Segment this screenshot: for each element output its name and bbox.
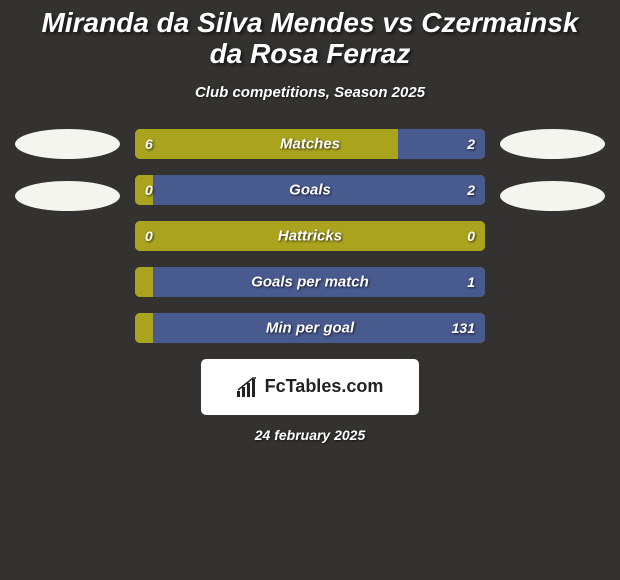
player-left-oval <box>15 129 120 159</box>
stat-row: 0Hattricks0 <box>10 221 610 251</box>
stat-value-right: 2 <box>467 182 475 198</box>
stat-label: Hattricks <box>135 227 485 244</box>
stat-value-right: 1 <box>467 274 475 290</box>
stat-row: Min per goal131 <box>10 313 610 343</box>
player-right-oval <box>500 181 605 211</box>
stat-label: Goals <box>135 181 485 198</box>
logo-text: FcTables.com <box>265 376 384 397</box>
comparison-card: Miranda da Silva Mendes vs Czermainsk da… <box>0 0 620 443</box>
stat-row: Goals per match1 <box>10 267 610 297</box>
date-label: 24 february 2025 <box>10 427 610 443</box>
stat-bar: Min per goal131 <box>135 313 485 343</box>
stat-value-right: 131 <box>452 320 475 336</box>
stat-label: Matches <box>135 135 485 152</box>
subtitle: Club competitions, Season 2025 <box>10 84 610 101</box>
stat-row: 0Goals2 <box>10 175 610 205</box>
stat-value-right: 2 <box>467 136 475 152</box>
stat-bar: 6Matches2 <box>135 129 485 159</box>
stats-list: 6Matches20Goals20Hattricks0Goals per mat… <box>10 129 610 343</box>
stat-row: 6Matches2 <box>10 129 610 159</box>
page-title: Miranda da Silva Mendes vs Czermainsk da… <box>10 0 610 70</box>
stat-bar: 0Hattricks0 <box>135 221 485 251</box>
stat-bar: 0Goals2 <box>135 175 485 205</box>
bar-chart-icon <box>237 377 259 397</box>
stat-label: Min per goal <box>135 319 485 336</box>
stat-value-right: 0 <box>467 228 475 244</box>
player-left-oval <box>15 181 120 211</box>
logo-badge: FcTables.com <box>201 359 419 415</box>
player-right-oval <box>500 129 605 159</box>
stat-bar: Goals per match1 <box>135 267 485 297</box>
stat-label: Goals per match <box>135 273 485 290</box>
